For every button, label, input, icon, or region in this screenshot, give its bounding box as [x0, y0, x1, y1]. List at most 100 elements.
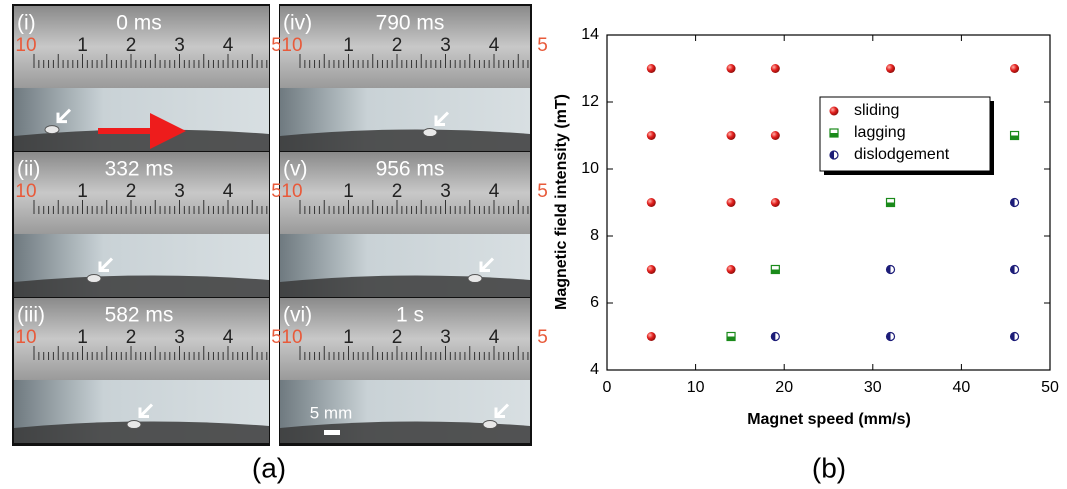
ruler-label: 2 [126, 181, 137, 202]
marker-fill [1010, 265, 1015, 274]
frame-time: 956 ms [376, 158, 445, 181]
ruler-label: 3 [440, 327, 451, 348]
ruler-label: 4 [489, 181, 500, 202]
point [885, 264, 896, 275]
shadow [14, 275, 269, 297]
legend-label: dislodgement [854, 146, 950, 163]
ruler-label: 10 [15, 327, 36, 348]
marker-body [726, 198, 736, 207]
marker-body [829, 106, 839, 116]
marker-fill [830, 133, 838, 137]
marker-body [1010, 64, 1020, 73]
legend [819, 96, 991, 172]
ruler [14, 152, 269, 234]
ruler-label: 1 [77, 35, 88, 56]
pointer-arrow [434, 111, 450, 127]
ruler-label: 1 [343, 327, 354, 348]
ruler-label: 4 [223, 181, 234, 202]
frame-time: 332 ms [105, 158, 174, 181]
y-axis-label: Magnetic field intensity (mT) [553, 94, 570, 310]
pointer-arrow [138, 403, 154, 419]
point [646, 265, 656, 274]
point [1009, 331, 1020, 342]
frame-time: 790 ms [376, 12, 445, 35]
magnet [86, 274, 102, 284]
ruler-label: 3 [174, 181, 185, 202]
pointer-arrow [479, 257, 495, 273]
point [770, 264, 780, 275]
ruler-label: 1 [77, 327, 88, 348]
shadow [280, 129, 530, 151]
scale-bar-label: 5 mm [310, 403, 353, 422]
marker-fill [727, 336, 736, 341]
ruler-label: 5 [537, 327, 548, 348]
point [1009, 264, 1020, 275]
marker-body [646, 332, 656, 341]
frame-label: (ii) [17, 158, 40, 181]
x-tick-label: 40 [953, 379, 971, 396]
scale-bar [324, 430, 340, 435]
legend-marker [829, 106, 839, 116]
ruler-label: 1 [343, 181, 354, 202]
pointer-arrow [494, 403, 510, 419]
ruler [14, 298, 269, 380]
y-tick-label: 4 [590, 361, 599, 378]
point [1010, 64, 1020, 73]
ruler-label: 2 [126, 327, 137, 348]
ruler-label: 5 [271, 327, 282, 348]
ruler-label: 5 [271, 181, 282, 202]
point [646, 198, 656, 207]
frame-label: (iii) [17, 304, 45, 327]
ruler-label: 5 [537, 35, 548, 56]
marker-fill [830, 151, 834, 159]
marker-body [886, 64, 896, 73]
ruler-label: 1 [77, 181, 88, 202]
legend-marker [829, 150, 839, 160]
ruler-label: 4 [223, 327, 234, 348]
ruler-label: 2 [392, 327, 403, 348]
marker-body [770, 131, 780, 140]
point [770, 131, 780, 140]
ruler-label: 3 [174, 327, 185, 348]
marker-fill [771, 269, 780, 274]
frame-time: 0 ms [116, 12, 162, 35]
magnet [126, 420, 142, 430]
legend-label: sliding [854, 102, 899, 119]
shadow [280, 275, 530, 297]
point [726, 64, 736, 73]
marker-body [726, 131, 736, 140]
shadow [14, 421, 269, 443]
marker-fill [886, 265, 891, 274]
marker-body [770, 64, 780, 73]
y-tick-label: 8 [590, 227, 599, 244]
y-tick-label: 14 [581, 26, 599, 43]
frame-label: (vi) [283, 304, 312, 327]
point [646, 131, 656, 140]
ruler-label: 10 [281, 327, 302, 348]
y-tick-label: 6 [590, 294, 599, 311]
marker-fill [886, 202, 895, 207]
legend-marker [829, 128, 839, 138]
frame-label: (v) [283, 158, 308, 181]
magnet [44, 125, 60, 135]
point [770, 64, 780, 73]
ruler-label: 5 [271, 35, 282, 56]
ruler-label: 3 [174, 35, 185, 56]
marker-body [726, 265, 736, 274]
frame-time: 1 s [396, 304, 424, 327]
point [726, 331, 736, 342]
x-tick-label: 20 [775, 379, 793, 396]
point [726, 265, 736, 274]
point [770, 331, 780, 342]
point [726, 131, 736, 140]
ruler-label: 2 [392, 181, 403, 202]
marker-body [770, 198, 780, 207]
ruler [14, 6, 269, 88]
legend-label: lagging [854, 124, 906, 141]
point [885, 331, 896, 342]
marker-fill [1010, 332, 1015, 341]
point [770, 198, 780, 207]
frame-label: (iv) [283, 12, 312, 35]
